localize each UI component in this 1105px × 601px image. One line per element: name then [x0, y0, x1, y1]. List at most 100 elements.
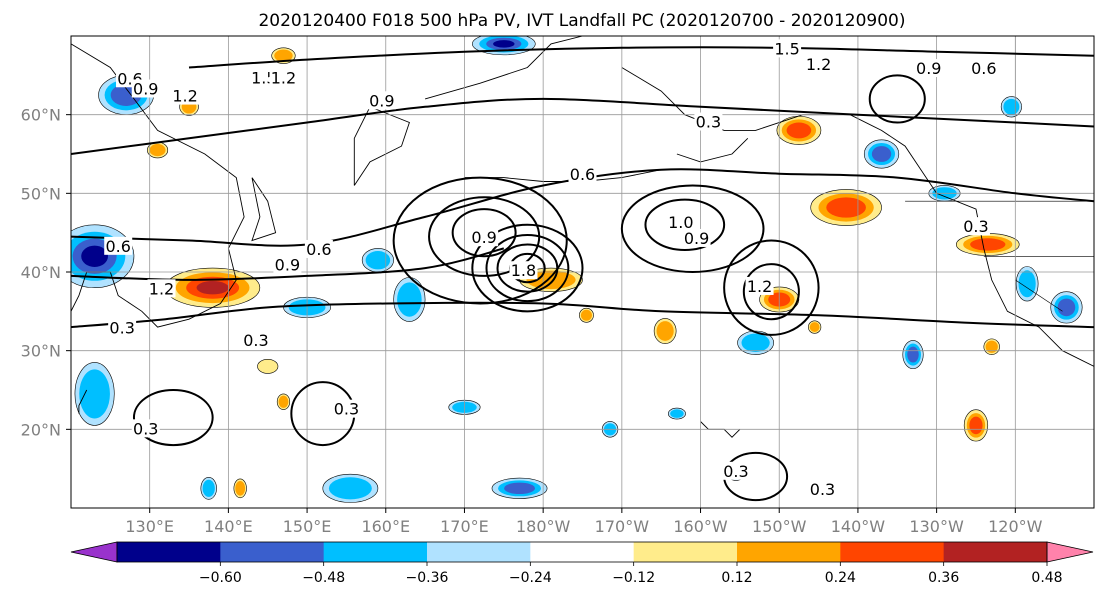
- contour-label-text: 0.6: [306, 240, 331, 259]
- colorbar-extend-max: [1046, 541, 1094, 563]
- contour-label-halo: [961, 217, 990, 236]
- contour-label: 0.3: [241, 331, 270, 350]
- contour-label-halo: [304, 239, 333, 258]
- pv-contour: [188, 46, 1094, 69]
- x-tick-label: 160°E: [361, 517, 410, 536]
- y-tick-label: 50°N: [21, 184, 61, 203]
- contour-label-text: 0.6: [971, 59, 996, 78]
- pc-blob-band: [907, 346, 919, 363]
- pc-blob: [667, 407, 686, 420]
- contour-label-text: 1.2: [172, 87, 197, 106]
- colorbar-tick-label: −0.60: [199, 570, 242, 586]
- colorbar-tick-label: 0.36: [928, 570, 959, 586]
- pc-blob-band: [809, 322, 820, 332]
- y-tick-label: 20°N: [21, 420, 61, 439]
- contour-label-layer: 0.60.9 1.21.51.20.91.51.2 0.9 0.60.30.60.6 0…: [104, 39, 998, 499]
- colorbar-segment: [633, 542, 738, 562]
- x-axis-ticks: 130°E 140°E 150°E 160°E 170°E 180°W 170°W 160°W…: [125, 508, 1043, 536]
- pc-blob: [1050, 291, 1083, 324]
- pv-closed-contour: [132, 389, 214, 447]
- pv-closed-contour: [723, 239, 820, 336]
- coastline: [424, 36, 583, 100]
- colorbar: −0.60 −0.48 −0.36 −0.24 −0.12 0.12 0.24 0.36 0.4…: [70, 541, 1094, 586]
- contour-label-text: 1.2: [149, 279, 174, 298]
- contour-label-halo: [470, 228, 499, 247]
- contour-label-halo: [804, 55, 833, 74]
- colorbar-tick-label: −0.48: [302, 570, 345, 586]
- pc-blob-band: [504, 482, 535, 495]
- pc-blob: [165, 267, 261, 308]
- pc-blob: [200, 477, 217, 500]
- colorbar-extend-min: [70, 541, 118, 563]
- pc-shading-layer: [71, 36, 1083, 503]
- colorbar-segment: [117, 542, 221, 562]
- contour-label-text: 1.0: [668, 213, 693, 232]
- pv-closed-contour: [742, 263, 800, 321]
- contour-label-text: 0.3: [243, 331, 268, 350]
- coastline: [78, 389, 88, 414]
- contour-label: 1.2: [745, 276, 774, 296]
- contour-label: 0.9: [273, 255, 302, 275]
- pv-closed-contour: [392, 176, 568, 305]
- pv-closed-contour: [644, 198, 726, 251]
- chart-title: 2020120400 F018 500 hPa PV, IVT Landfall…: [258, 11, 905, 31]
- contour-label-text: 0.6: [570, 165, 595, 184]
- contour-label-text: 0.3: [334, 400, 359, 419]
- contour-label-halo: [682, 228, 711, 247]
- pc-blob: [233, 478, 247, 499]
- contour-label: 0.6: [568, 165, 597, 184]
- colorbar-segment: [323, 542, 428, 562]
- contour-label-halo: [273, 255, 302, 274]
- pv-closed-contour: [485, 234, 570, 303]
- pv-closed-contour: [496, 243, 559, 293]
- y-tick-label: 40°N: [21, 263, 61, 282]
- coastline: [353, 106, 410, 186]
- contour-label: 1.5: [773, 39, 802, 58]
- contour-label: 1.0: [666, 213, 695, 232]
- pc-blob: [579, 307, 594, 323]
- contour-label-text: 0.3: [810, 480, 835, 499]
- contour-label-text: 0.3: [723, 462, 748, 481]
- pc-blob: [776, 115, 822, 145]
- contour-label: 1.2: [171, 86, 200, 106]
- contour-label-halo: [131, 419, 160, 438]
- y-axis-ticks: 20°N 30°N 40°N 50°N 60°N: [21, 106, 71, 439]
- contour-label: 0.9: [470, 228, 499, 247]
- pc-blob: [361, 248, 394, 273]
- pc-blob-band: [1003, 98, 1020, 115]
- x-tick-label: 130°W: [909, 517, 964, 536]
- colorbar-segment: [840, 542, 945, 562]
- contour-label-halo: [131, 79, 160, 98]
- contour-label-text: 0.9: [275, 256, 300, 275]
- pc-blob-band: [149, 143, 166, 157]
- contour-label: 0.9: [367, 91, 396, 110]
- pv-closed-contour: [620, 184, 765, 274]
- pc-blob: [491, 477, 548, 499]
- pc-blob-band: [741, 333, 770, 353]
- contour-label-halo: [509, 261, 538, 280]
- contour-label-text: 0.9: [916, 59, 941, 78]
- x-tick-label: 140°W: [831, 517, 886, 536]
- pc-blob-band: [79, 369, 110, 419]
- pc-blob: [737, 330, 775, 355]
- contour-label-text: 1.2: [806, 55, 831, 74]
- colorbar-tick-label: −0.12: [612, 570, 655, 586]
- contour-label: 0.3: [108, 318, 137, 338]
- colorbar-frame: [116, 541, 1048, 563]
- contour-label-halo: [694, 112, 723, 131]
- pc-blob-band: [871, 146, 892, 162]
- pv-contour: [71, 301, 1094, 329]
- x-tick-label: 160°W: [673, 517, 728, 536]
- contour-label-text: 0.9: [471, 228, 496, 247]
- pc-blob: [902, 340, 924, 370]
- y-tick-label: 60°N: [21, 106, 61, 125]
- pc-blob: [963, 409, 989, 442]
- pc-blob-band: [278, 395, 289, 408]
- contour-label-halo: [745, 276, 774, 295]
- pc-blob: [393, 277, 426, 322]
- pc-blob-band: [202, 479, 215, 497]
- x-tick-label: 170°E: [440, 517, 489, 536]
- pc-blob-band: [580, 309, 592, 321]
- pc-blob: [808, 320, 822, 334]
- pc-blob: [276, 393, 291, 410]
